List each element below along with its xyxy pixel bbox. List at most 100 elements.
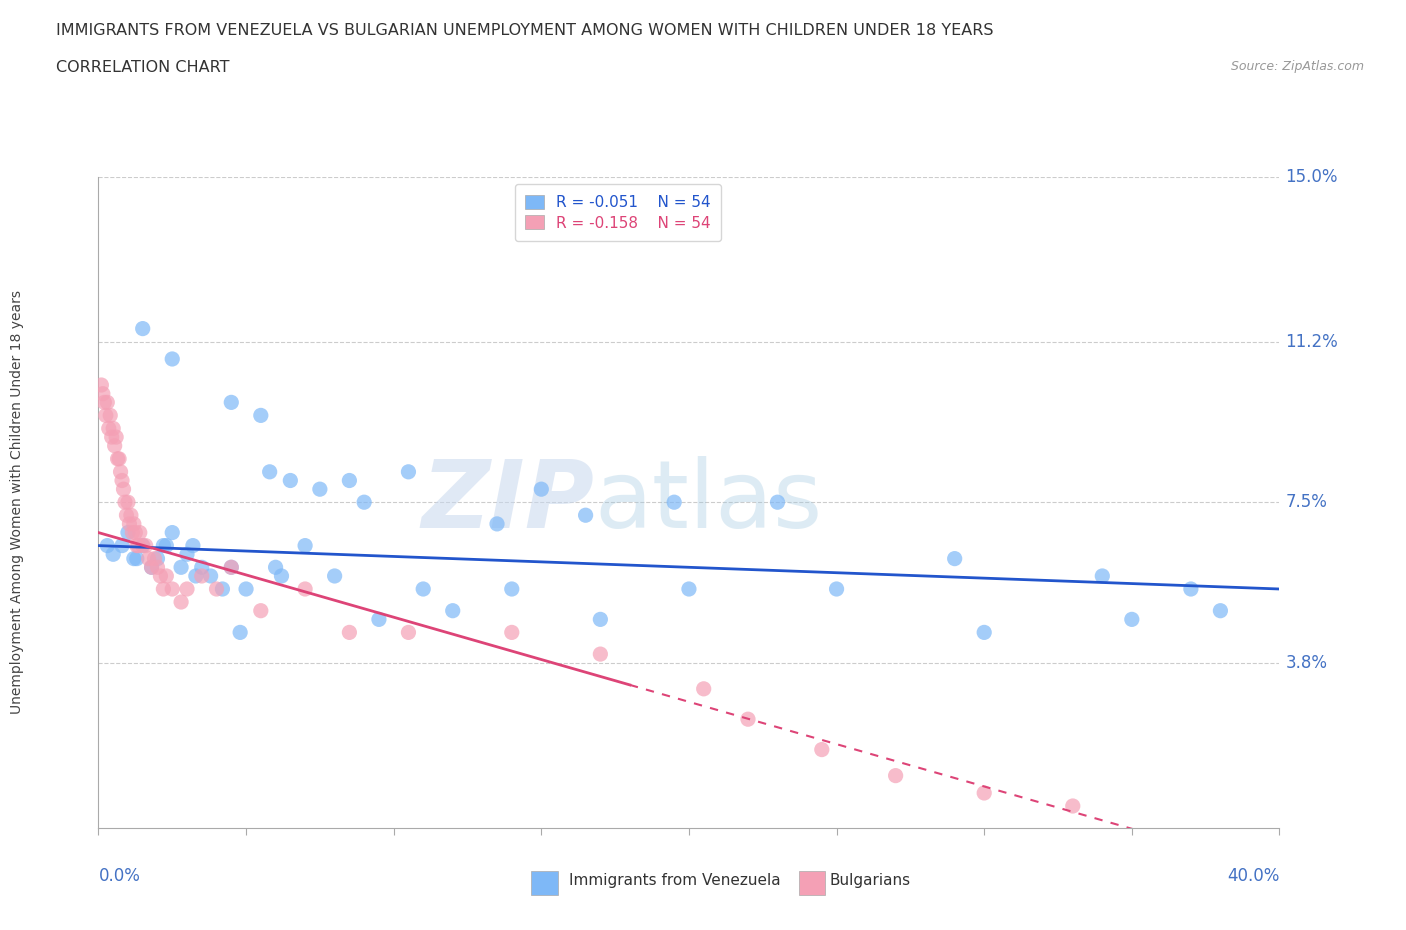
Point bbox=[120, 508, 142, 523]
Point bbox=[125, 551, 148, 566]
Point bbox=[278, 473, 302, 488]
Text: Unemployment Among Women with Children Under 18 years: Unemployment Among Women with Children U… bbox=[10, 290, 24, 714]
Point bbox=[323, 568, 346, 583]
Point bbox=[884, 768, 907, 783]
Point bbox=[396, 625, 419, 640]
Point bbox=[114, 495, 136, 510]
Point bbox=[264, 560, 287, 575]
Point bbox=[97, 421, 120, 436]
Text: Source: ZipAtlas.com: Source: ZipAtlas.com bbox=[1230, 60, 1364, 73]
Point bbox=[128, 525, 150, 540]
Point bbox=[112, 482, 135, 497]
Point bbox=[152, 581, 174, 596]
Point bbox=[737, 711, 759, 726]
Text: 3.8%: 3.8% bbox=[1285, 654, 1327, 671]
Point bbox=[250, 604, 273, 618]
Point bbox=[105, 430, 128, 445]
Point bbox=[162, 525, 183, 540]
Point bbox=[143, 551, 166, 566]
Point bbox=[693, 682, 716, 697]
Point bbox=[309, 482, 332, 497]
Point bbox=[110, 464, 132, 479]
Point bbox=[94, 408, 117, 423]
Point bbox=[104, 438, 127, 453]
Point bbox=[146, 551, 169, 566]
Point bbox=[486, 516, 509, 531]
Point bbox=[176, 547, 198, 562]
Point bbox=[353, 495, 375, 510]
Text: ZIP: ZIP bbox=[422, 457, 595, 548]
Point bbox=[589, 646, 612, 661]
Point bbox=[125, 538, 148, 553]
Point bbox=[825, 581, 848, 596]
Point bbox=[501, 581, 523, 596]
Point bbox=[111, 473, 134, 488]
Point bbox=[132, 321, 155, 336]
Point bbox=[294, 538, 316, 553]
Point bbox=[162, 581, 183, 596]
Point bbox=[90, 378, 112, 392]
Legend: R = -0.051    N = 54, R = -0.158    N = 54: R = -0.051 N = 54, R = -0.158 N = 54 bbox=[515, 184, 721, 241]
Text: 15.0%: 15.0% bbox=[1285, 167, 1339, 186]
Point bbox=[235, 581, 257, 596]
Point bbox=[122, 551, 145, 566]
Point bbox=[530, 482, 553, 497]
Point bbox=[117, 525, 139, 540]
Point bbox=[368, 612, 391, 627]
Point bbox=[141, 560, 163, 575]
Point bbox=[396, 464, 419, 479]
Point bbox=[111, 538, 134, 553]
Point bbox=[766, 495, 789, 510]
Point bbox=[98, 408, 121, 423]
Point bbox=[205, 581, 228, 596]
Text: Immigrants from Venezuela: Immigrants from Venezuela bbox=[569, 873, 782, 888]
Point bbox=[127, 538, 149, 553]
Point bbox=[132, 538, 155, 553]
Point bbox=[117, 495, 139, 510]
Point bbox=[184, 568, 207, 583]
Point bbox=[96, 538, 118, 553]
Point bbox=[155, 568, 177, 583]
Text: CORRELATION CHART: CORRELATION CHART bbox=[56, 60, 229, 75]
Point bbox=[191, 560, 214, 575]
Point bbox=[1209, 604, 1232, 618]
Point bbox=[149, 568, 172, 583]
Point bbox=[176, 581, 198, 596]
Point bbox=[170, 594, 193, 609]
Point bbox=[574, 508, 596, 523]
Point bbox=[259, 464, 281, 479]
Text: 11.2%: 11.2% bbox=[1285, 333, 1339, 351]
Point bbox=[96, 395, 118, 410]
Point bbox=[124, 525, 146, 540]
Point bbox=[1091, 568, 1114, 583]
Text: Bulgarians: Bulgarians bbox=[830, 873, 911, 888]
Point bbox=[294, 581, 316, 596]
Point bbox=[103, 421, 125, 436]
Point bbox=[132, 538, 155, 553]
Point bbox=[943, 551, 966, 566]
Text: atlas: atlas bbox=[595, 457, 823, 548]
Point bbox=[108, 451, 131, 466]
Point bbox=[219, 560, 243, 575]
Point bbox=[270, 568, 292, 583]
Point bbox=[219, 395, 243, 410]
Point bbox=[200, 568, 222, 583]
Point bbox=[152, 538, 174, 553]
Point bbox=[115, 508, 138, 523]
Point bbox=[100, 430, 122, 445]
Point bbox=[810, 742, 832, 757]
Point bbox=[589, 612, 612, 627]
Point bbox=[141, 560, 163, 575]
Point bbox=[973, 625, 995, 640]
Point bbox=[135, 538, 157, 553]
Text: IMMIGRANTS FROM VENEZUELA VS BULGARIAN UNEMPLOYMENT AMONG WOMEN WITH CHILDREN UN: IMMIGRANTS FROM VENEZUELA VS BULGARIAN U… bbox=[56, 23, 994, 38]
Point bbox=[501, 625, 523, 640]
Point bbox=[1121, 612, 1143, 627]
Point bbox=[191, 568, 214, 583]
Point bbox=[973, 786, 995, 801]
Point bbox=[146, 560, 169, 575]
Text: 40.0%: 40.0% bbox=[1227, 867, 1279, 884]
Point bbox=[91, 386, 114, 401]
Point bbox=[121, 525, 143, 540]
Point bbox=[664, 495, 686, 510]
